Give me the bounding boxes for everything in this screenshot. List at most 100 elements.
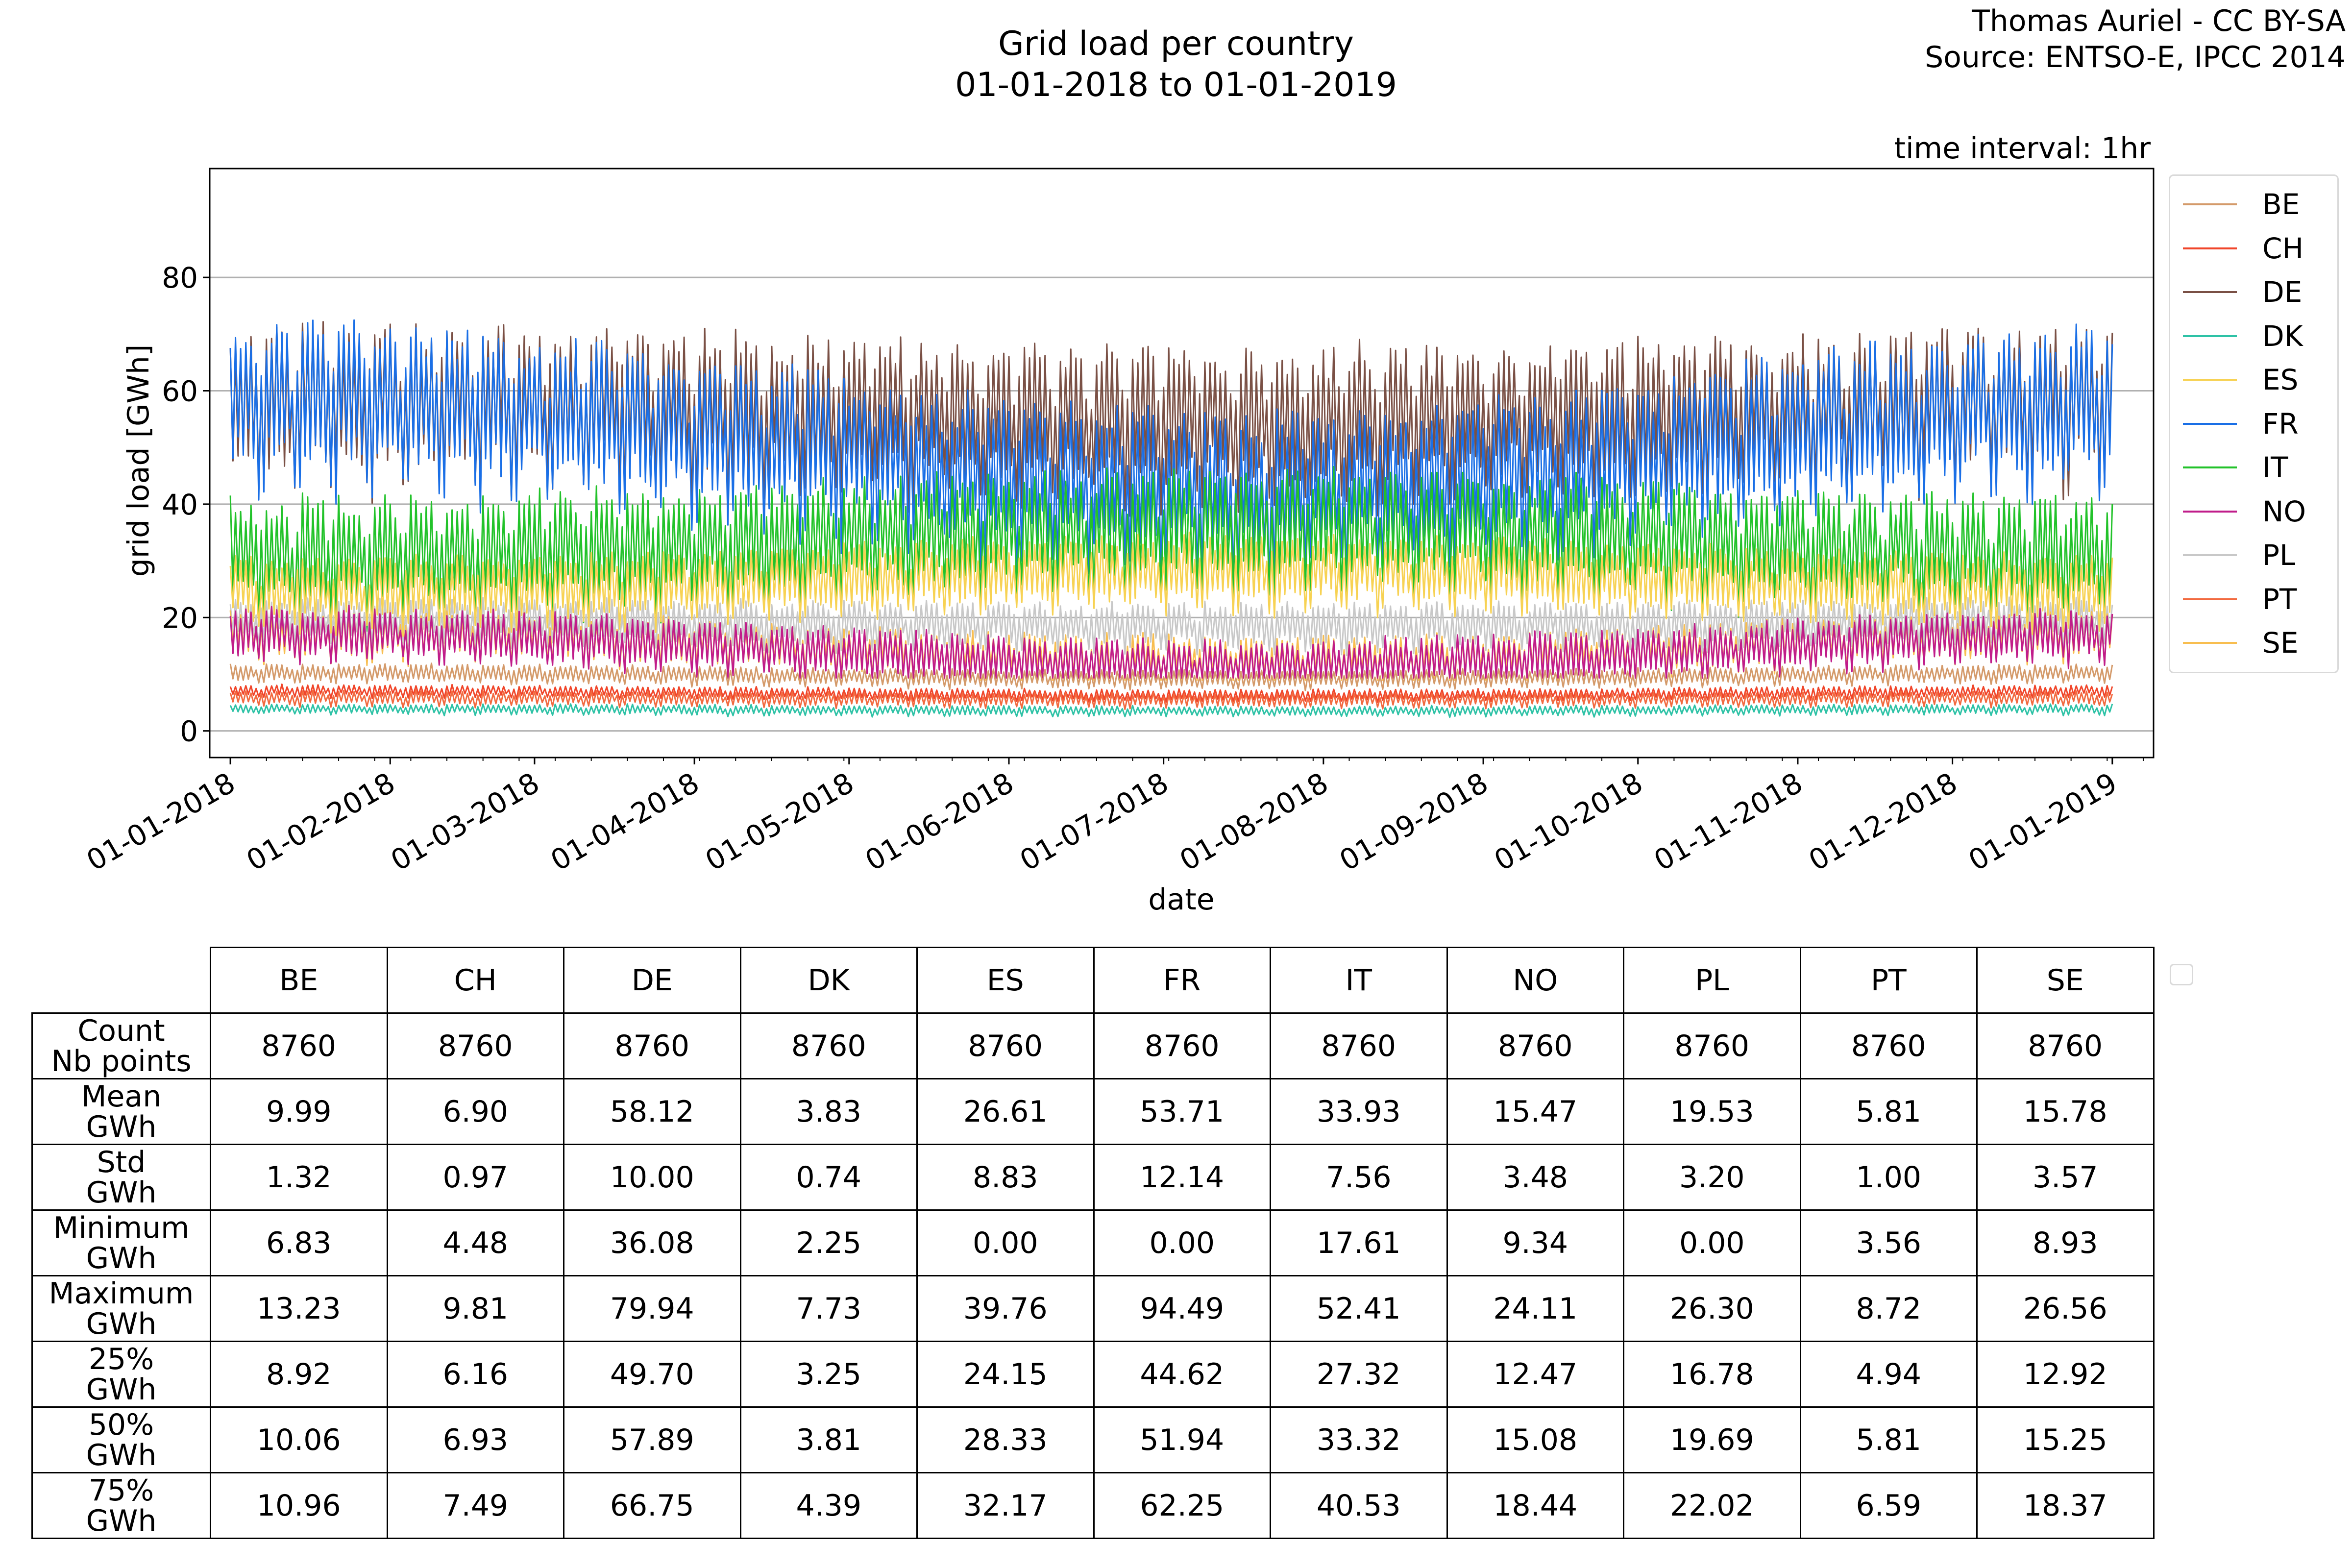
- series-line-DK: [229, 703, 2113, 718]
- table-cell-PT: 5.81: [1799, 1406, 1978, 1473]
- y-axis: 0 20 40 60 80: [162, 261, 210, 748]
- table-cell-IT: 17.61: [1270, 1209, 1448, 1276]
- table-cell-NO: 12.47: [1446, 1341, 1624, 1408]
- table-cell-NO: 15.08: [1446, 1406, 1624, 1473]
- series-line-PL: [229, 596, 2113, 657]
- table-cell-NO: 9.34: [1446, 1209, 1624, 1276]
- legend-swatch-FR: [2183, 422, 2237, 425]
- legend-label-FR: FR: [2262, 407, 2299, 441]
- table-row-label: Maximum GWh: [31, 1275, 211, 1342]
- table-cell-NO: 3.48: [1446, 1144, 1624, 1211]
- grid-load-chart: 0 20 40 60 80 01-01-2018 01-02-201801-03-2018…: [81, 168, 2155, 917]
- x-tick-label-01-05-2018: 01-05-2018: [700, 766, 859, 877]
- table-row-label: 75% GWh: [31, 1472, 211, 1539]
- table-cell-ES: 32.17: [916, 1472, 1095, 1539]
- legend-label-DK: DK: [2262, 319, 2303, 353]
- legend-item-NO: NO: [2183, 492, 2330, 531]
- legend-item-CH: CH: [2183, 229, 2330, 268]
- table-cell-BE: 13.23: [210, 1275, 388, 1342]
- table-row-label: Minimum GWh: [31, 1209, 211, 1276]
- series-line-NO: [229, 605, 2113, 679]
- table-cell-FR: 62.25: [1093, 1472, 1271, 1539]
- legend: BE CH DE DK ES FR IT NO PL PT SE: [2169, 174, 2339, 673]
- legend-label-IT: IT: [2262, 451, 2288, 484]
- legend-item-DK: DK: [2183, 317, 2330, 356]
- table-cell-PL: 19.69: [1623, 1406, 1801, 1473]
- table-cell-PL: 16.78: [1623, 1341, 1801, 1408]
- table-cell-IT: 33.32: [1270, 1406, 1448, 1473]
- table-cell-BE: 10.96: [210, 1472, 388, 1539]
- x-tick-label-01-11-2018: 01-11-2018: [1648, 766, 1808, 877]
- credits: Thomas Auriel - CC BY-SA Source: ENTSO-E…: [1925, 3, 2346, 75]
- table-cell-NO: 15.47: [1446, 1078, 1624, 1145]
- table-cell-FR: 94.49: [1093, 1275, 1271, 1342]
- table-row: Minimum GWh 6.83 4.48 36.08 2.25 0.00 0.00 17.61…: [31, 1209, 2155, 1276]
- table-header-SE: SE: [1976, 947, 2155, 1014]
- legend-swatch-IT: [2183, 466, 2237, 468]
- table-header-PT: PT: [1799, 947, 1978, 1014]
- y-tick-label-60: 60: [162, 374, 198, 408]
- table-cell-NO: 18.44: [1446, 1472, 1624, 1539]
- legend-swatch-ES: [2183, 379, 2237, 381]
- x-tick-label-01-12-2018: 01-12-2018: [1803, 766, 1963, 877]
- table-cell-PT: 8.72: [1799, 1275, 1978, 1342]
- table-cell-BE: 9.99: [210, 1078, 388, 1145]
- row-label-name: 75%: [88, 1473, 154, 1508]
- legend-item-BE: BE: [2183, 185, 2330, 224]
- legend-swatch-PL: [2183, 554, 2237, 556]
- table-cell-PT: 6.59: [1799, 1472, 1978, 1539]
- legend-label-NO: NO: [2262, 494, 2306, 528]
- table-header-DE: DE: [563, 947, 741, 1014]
- table-header-IT: IT: [1270, 947, 1448, 1014]
- series-line-IT: [229, 466, 2113, 632]
- table-cell-PT: 5.81: [1799, 1078, 1978, 1145]
- plot-frame: [209, 168, 2155, 759]
- table-cell-FR: 8760: [1093, 1012, 1271, 1079]
- x-tick-label-01-01-2019: 01-01-2019: [1963, 766, 2123, 877]
- row-label-unit: GWh: [86, 1241, 157, 1275]
- credits-author: Thomas Auriel - CC BY-SA: [1972, 4, 2346, 38]
- table-cell-FR: 44.62: [1093, 1341, 1271, 1408]
- table-cell-DK: 8760: [739, 1012, 918, 1079]
- legend-swatch-BE: [2183, 203, 2237, 205]
- table-cell-DE: 49.70: [563, 1341, 741, 1408]
- table-cell-IT: 27.32: [1270, 1341, 1448, 1408]
- legend-item-PL: PL: [2183, 536, 2330, 575]
- table-cell-PL: 19.53: [1623, 1078, 1801, 1145]
- y-tick-label-0: 0: [180, 715, 198, 748]
- table-cell-CH: 6.93: [386, 1406, 564, 1473]
- table-cell-ES: 28.33: [916, 1406, 1095, 1473]
- legend-item-DE: DE: [2183, 272, 2330, 312]
- legend-label-PT: PT: [2262, 582, 2297, 616]
- series-line-BE: [229, 662, 2113, 691]
- table-cell-DE: 36.08: [563, 1209, 741, 1276]
- table-cell-DE: 66.75: [563, 1472, 741, 1539]
- table-cell-CH: 4.48: [386, 1209, 564, 1276]
- table-header-DK: DK: [739, 947, 918, 1014]
- series-layer: [229, 319, 2113, 718]
- table-cell-DK: 7.73: [739, 1275, 918, 1342]
- table-row-label: Std GWh: [31, 1144, 211, 1211]
- legend-swatch-SE: [2183, 642, 2237, 644]
- table-cell-DE: 58.12: [563, 1078, 741, 1145]
- series-line-ES: [229, 531, 2113, 637]
- table-cell-PL: 22.02: [1623, 1472, 1801, 1539]
- table-cell-ES: 0.00: [916, 1209, 1095, 1276]
- table-header-BE: BE: [210, 947, 388, 1014]
- row-label-unit: GWh: [86, 1109, 157, 1144]
- x-tick-label-01-01-2018: 01-01-2018: [81, 766, 241, 877]
- table-cell-ES: 39.76: [916, 1275, 1095, 1342]
- table-header-PL: PL: [1623, 947, 1801, 1014]
- table-cell-IT: 40.53: [1270, 1472, 1448, 1539]
- table-cell-BE: 6.83: [210, 1209, 388, 1276]
- table-header-NO: NO: [1446, 947, 1624, 1014]
- row-label-name: 25%: [88, 1342, 154, 1376]
- table-cell-CH: 7.49: [386, 1472, 564, 1539]
- legend-item-IT: IT: [2183, 448, 2330, 487]
- table-cell-BE: 10.06: [210, 1406, 388, 1473]
- table-cell-DK: 4.39: [739, 1472, 918, 1539]
- legend-swatch-CH: [2183, 247, 2237, 249]
- table-cell-DE: 8760: [563, 1012, 741, 1079]
- table-cell-IT: 33.93: [1270, 1078, 1448, 1145]
- y-tick-label-40: 40: [162, 488, 198, 521]
